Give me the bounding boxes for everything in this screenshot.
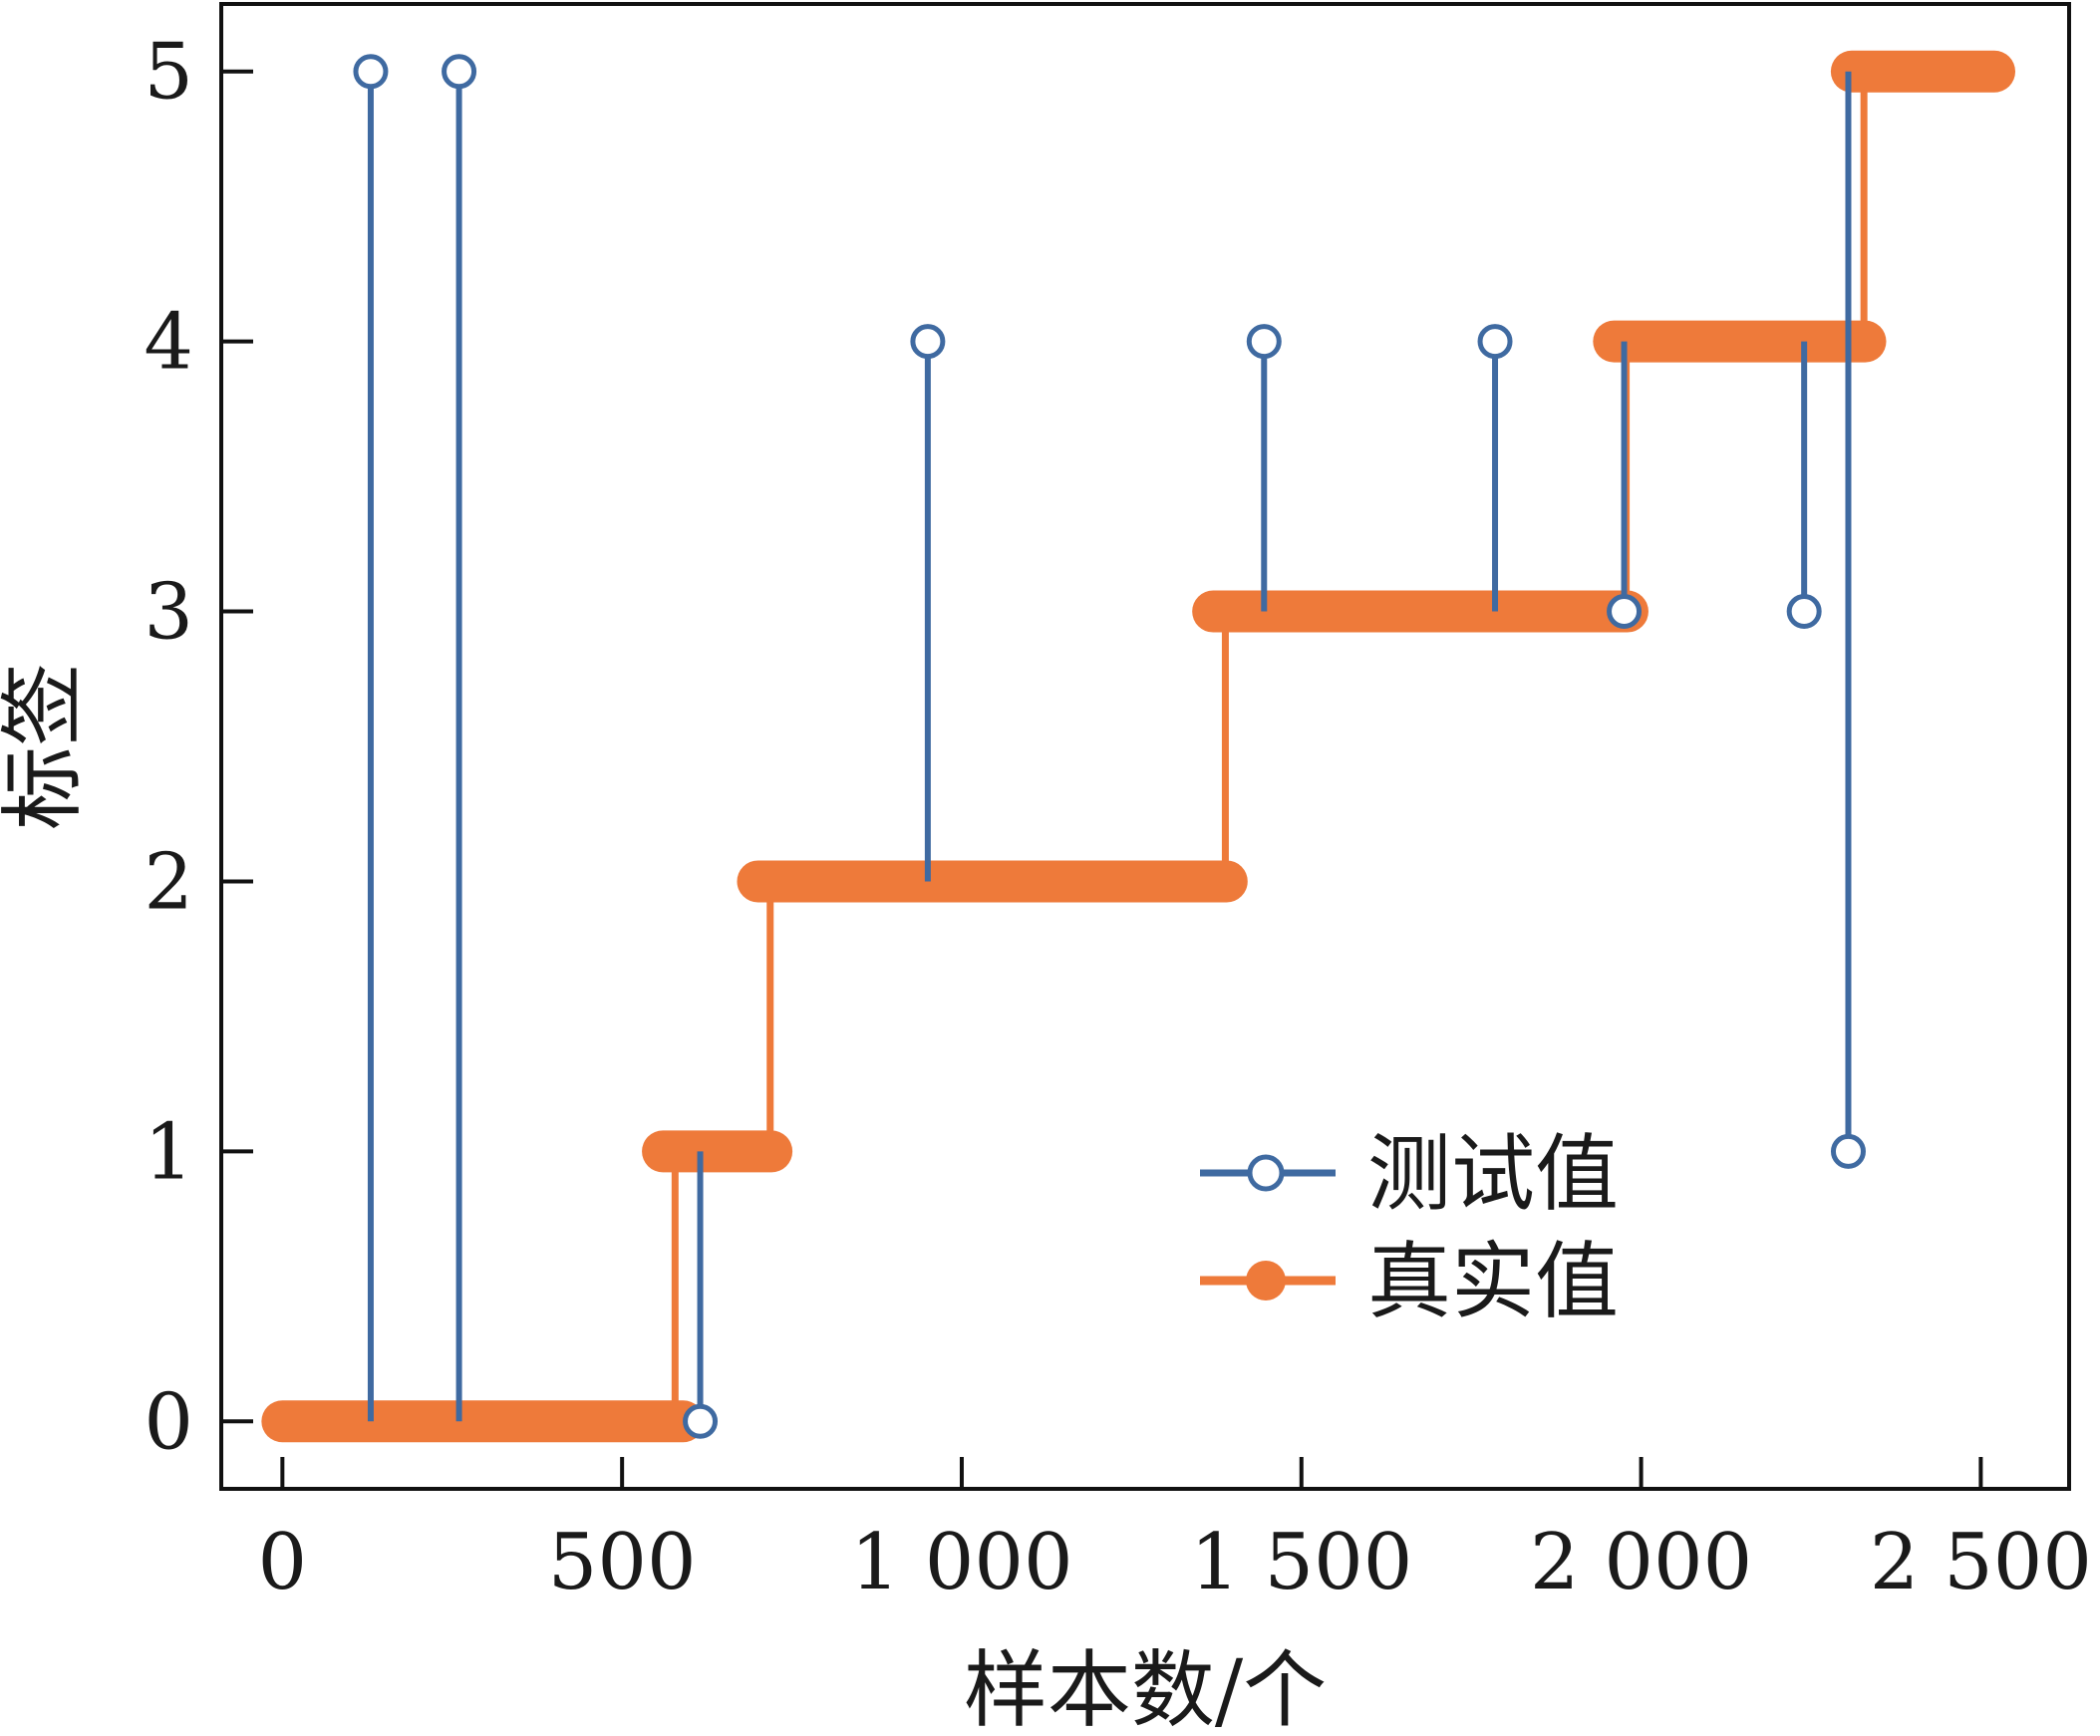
x-tick-label-2: 1 000 [850, 1518, 1072, 1607]
test-point-1 [442, 54, 477, 90]
x-tick-label-1: 500 [548, 1518, 697, 1607]
y-tick-label-4: 4 [144, 298, 193, 388]
legend: 测试值 真实值 [1200, 1125, 1619, 1330]
x-tick-label-5: 2 500 [1870, 1518, 2092, 1607]
plot-frame [219, 2, 2071, 1491]
test-point-4 [1246, 324, 1282, 360]
legend-test-marker [1247, 1154, 1285, 1192]
test-point-3 [910, 324, 946, 360]
y-tick-label-3: 3 [144, 568, 193, 658]
legend-true-label: 真实值 [1367, 1233, 1619, 1330]
y-axis-ticks: 0 1 2 3 4 5 [144, 28, 253, 1467]
test-point-0 [353, 54, 389, 90]
test-point-7 [1786, 594, 1822, 630]
y-tick-label-1: 1 [144, 1107, 193, 1197]
y-tick-label-2: 2 [144, 837, 193, 927]
y-axis-title: 标签 [0, 663, 92, 830]
test-point-6 [1607, 594, 1643, 630]
x-tick-label-0: 0 [258, 1518, 308, 1607]
x-axis-ticks: 0 500 1 000 1 500 2 000 2 500 [258, 1457, 2092, 1607]
legend-test-label: 测试值 [1367, 1125, 1619, 1223]
x-tick-label-3: 1 500 [1190, 1518, 1412, 1607]
test-point-2 [683, 1403, 719, 1439]
test-point-5 [1477, 324, 1513, 360]
x-tick-label-4: 2 000 [1530, 1518, 1752, 1607]
test-value-series [353, 54, 1866, 1439]
y-tick-label-0: 0 [144, 1377, 193, 1467]
legend-true-marker [1246, 1261, 1286, 1301]
x-axis-title: 样本数/个 [964, 1641, 1327, 1736]
test-point-8 [1830, 1133, 1866, 1169]
y-tick-label-5: 5 [144, 28, 193, 118]
true-value-series [261, 50, 2016, 1443]
